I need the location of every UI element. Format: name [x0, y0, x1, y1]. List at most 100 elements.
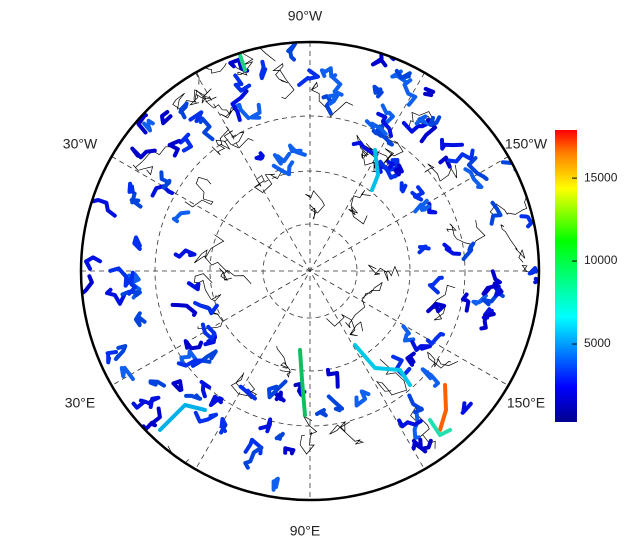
coastline	[345, 281, 383, 329]
river	[200, 349, 218, 364]
river	[327, 92, 341, 106]
coastline	[132, 146, 174, 176]
coastline	[311, 81, 354, 118]
river	[208, 394, 224, 408]
river	[413, 202, 431, 214]
coastline	[223, 130, 254, 149]
coastline	[219, 268, 252, 285]
colorbar-tick-label: 5000	[584, 336, 611, 350]
river	[184, 393, 203, 401]
graticule	[81, 42, 539, 500]
river	[288, 143, 307, 157]
map-boundary	[79, 40, 541, 502]
rivers	[81, 42, 539, 492]
river	[401, 119, 434, 134]
river	[142, 118, 155, 133]
longitude-label: 30°W	[63, 136, 98, 152]
colorbar-tick-label: 10000	[584, 253, 618, 267]
coastline	[348, 189, 371, 225]
river	[397, 418, 423, 429]
river	[183, 339, 204, 351]
longitude-label: 150°W	[505, 136, 548, 152]
river	[171, 210, 191, 224]
river	[298, 348, 307, 417]
river	[258, 417, 273, 434]
river	[461, 241, 476, 261]
coastline	[230, 372, 258, 400]
river	[90, 198, 117, 218]
river	[440, 137, 464, 151]
river	[271, 476, 280, 492]
coastline	[363, 147, 391, 173]
river	[425, 331, 445, 346]
river	[198, 116, 215, 142]
river	[105, 350, 118, 365]
river	[419, 118, 438, 144]
river	[446, 148, 475, 164]
colorbar	[555, 130, 577, 422]
coastline	[427, 284, 456, 321]
river	[380, 103, 395, 125]
river	[325, 367, 340, 389]
river	[273, 390, 286, 403]
river	[374, 124, 394, 147]
river	[233, 73, 252, 93]
river	[519, 214, 534, 229]
river	[407, 393, 424, 415]
river	[370, 53, 388, 68]
river	[84, 255, 102, 271]
river	[119, 365, 135, 381]
river	[402, 78, 418, 107]
river	[131, 398, 149, 410]
river	[158, 403, 207, 432]
river	[120, 289, 142, 298]
river	[108, 266, 132, 288]
river	[297, 68, 320, 87]
river	[170, 302, 198, 317]
coastline	[194, 234, 230, 275]
river	[393, 163, 404, 177]
river	[319, 66, 334, 79]
river	[81, 274, 94, 299]
river	[259, 59, 268, 81]
river	[414, 114, 431, 126]
river	[394, 68, 412, 80]
river	[354, 389, 371, 408]
river	[405, 351, 416, 367]
meridian	[111, 156, 509, 386]
river	[466, 156, 489, 181]
river	[136, 113, 148, 135]
river	[326, 394, 345, 413]
river	[133, 311, 147, 328]
river	[420, 367, 440, 388]
river	[159, 170, 172, 190]
river	[167, 138, 182, 158]
river	[254, 151, 265, 161]
river	[286, 42, 297, 62]
river	[271, 160, 295, 177]
river	[243, 445, 264, 470]
river	[410, 185, 425, 202]
river	[351, 140, 379, 157]
coastline	[424, 163, 458, 182]
coastline	[446, 219, 486, 245]
coastline	[326, 314, 364, 337]
coastline	[205, 100, 240, 119]
river	[267, 379, 288, 400]
coastline	[500, 224, 526, 263]
river	[479, 312, 496, 331]
river	[130, 146, 157, 160]
river	[370, 148, 380, 192]
river	[129, 191, 143, 209]
coastline	[272, 63, 295, 100]
longitude-label: 90°E	[290, 523, 321, 539]
river	[427, 275, 444, 295]
river	[274, 431, 285, 441]
river	[411, 438, 433, 451]
river	[412, 412, 421, 440]
coastline	[211, 126, 231, 156]
river	[463, 167, 484, 189]
river	[146, 395, 161, 409]
river	[132, 235, 142, 251]
